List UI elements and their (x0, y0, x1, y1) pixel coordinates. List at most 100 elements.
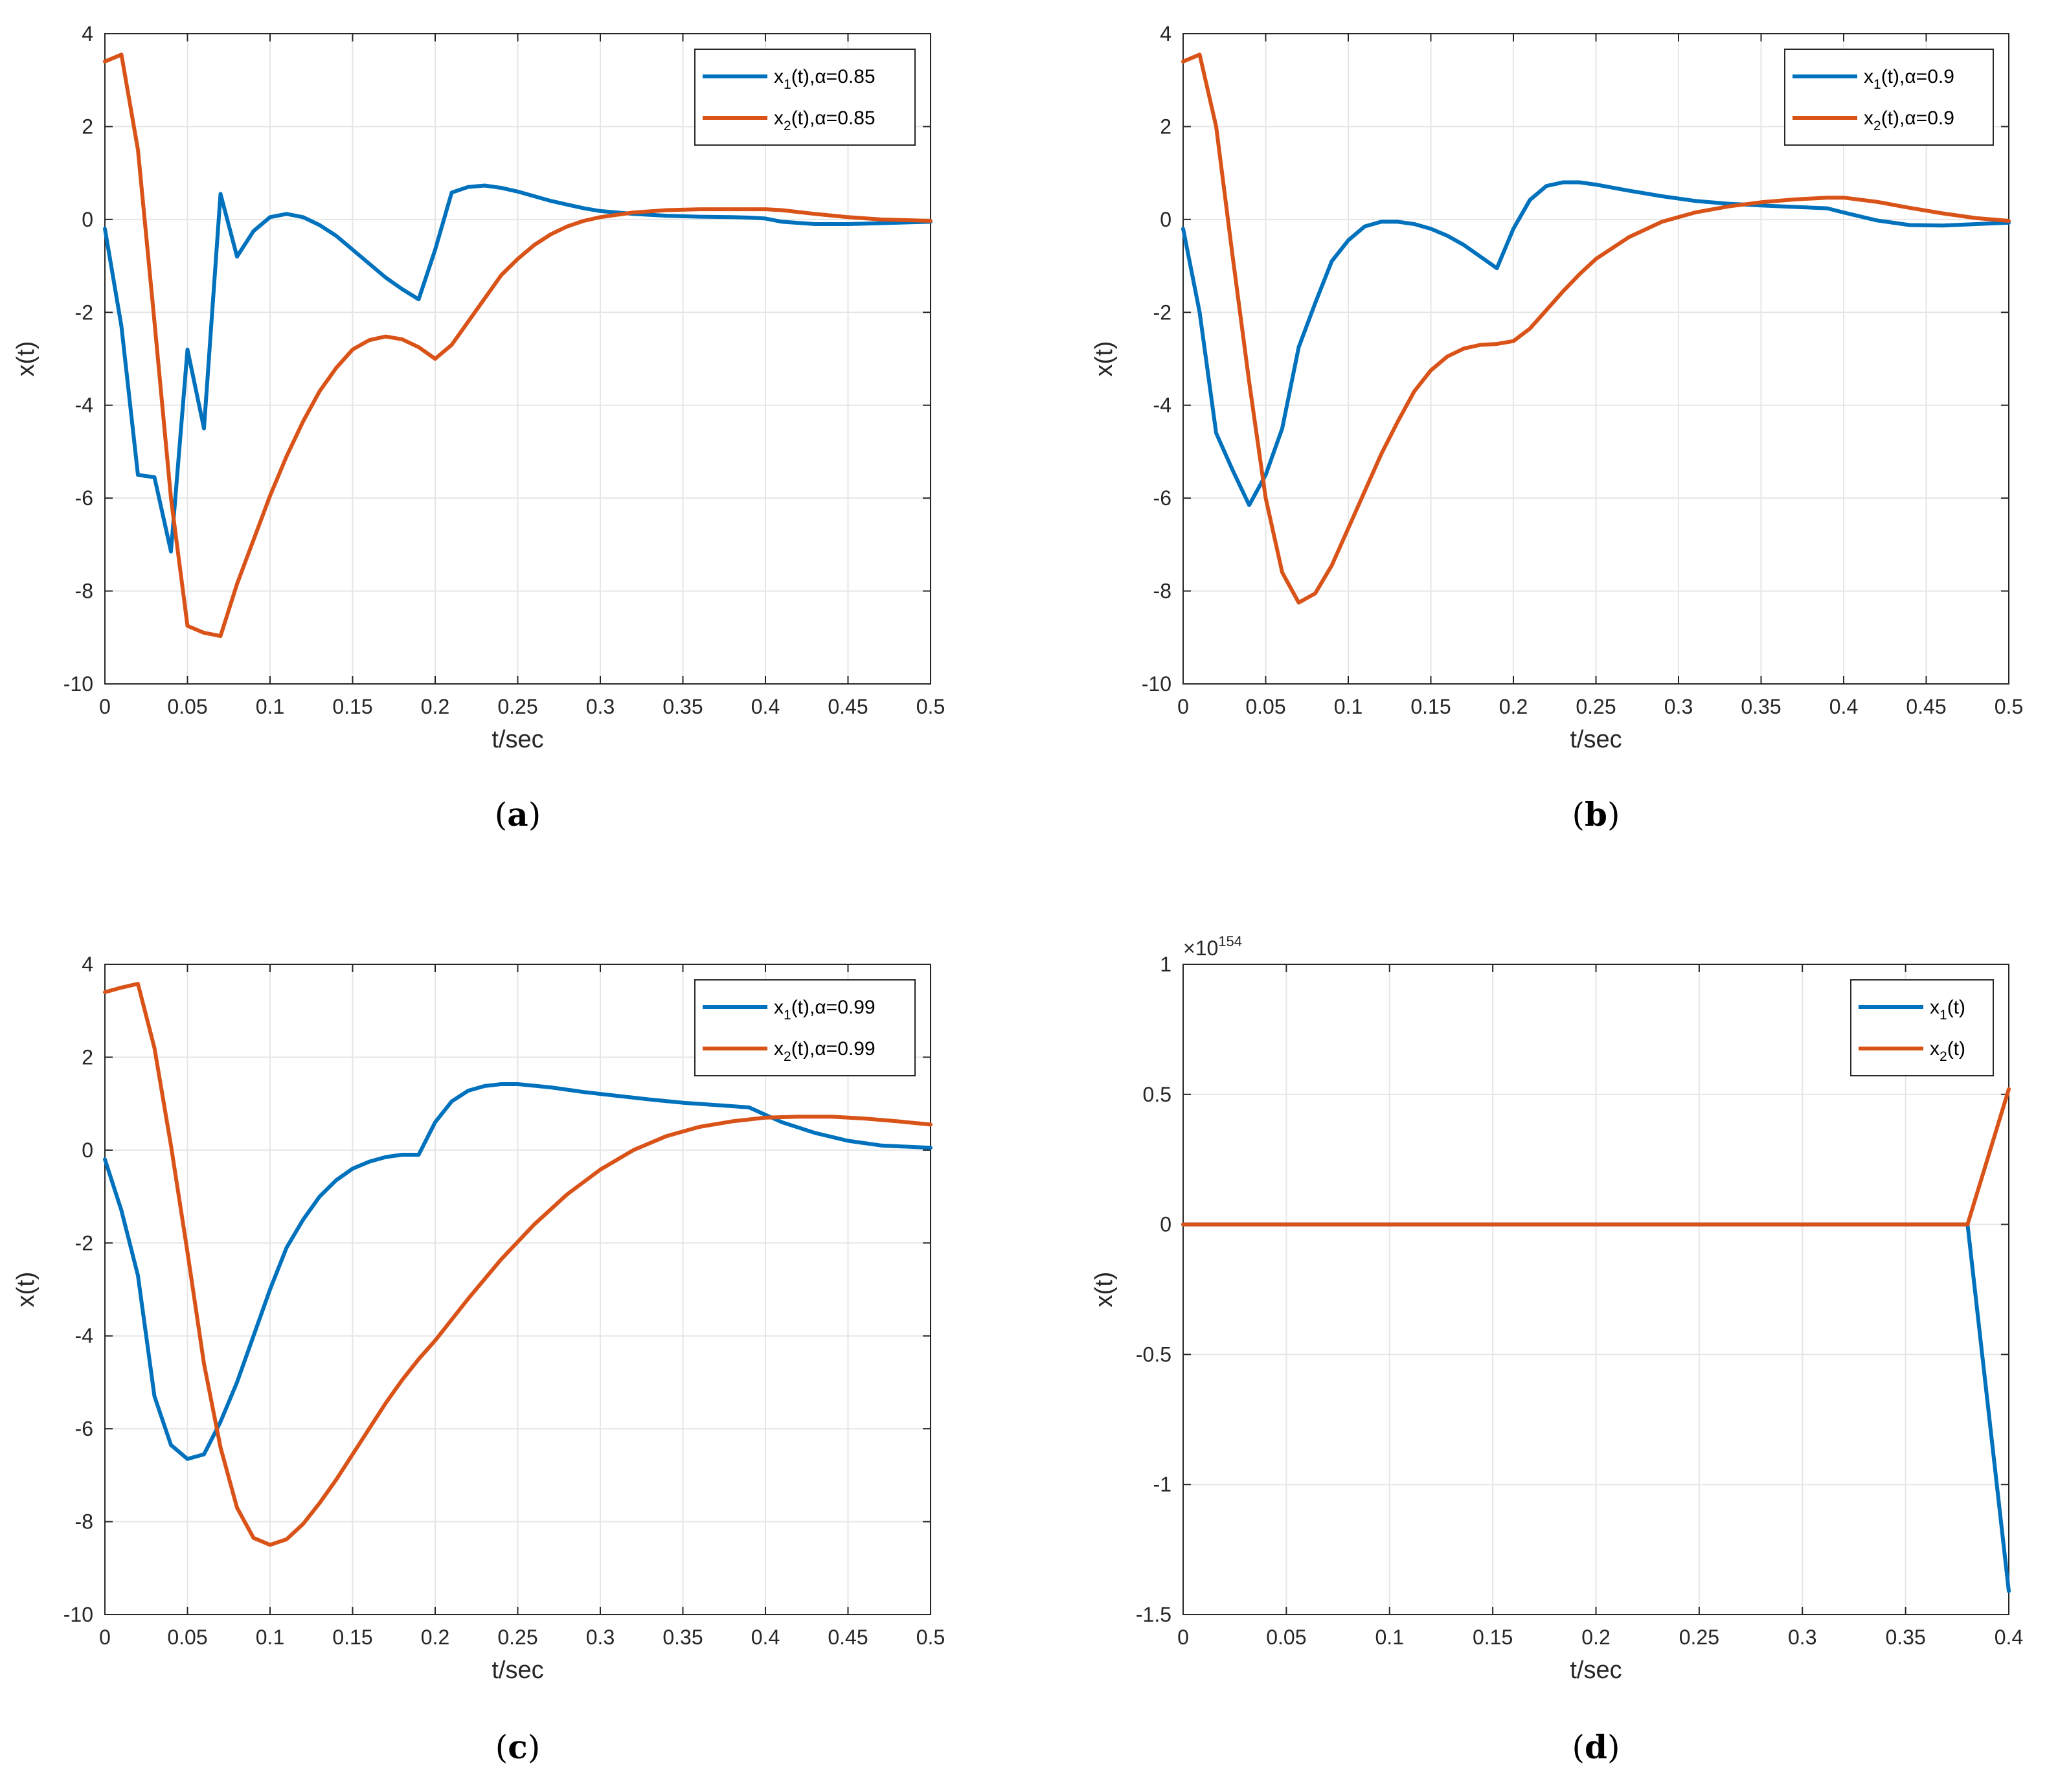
legend-box (1784, 49, 1994, 146)
legend-entry-label: x1(t),α=0.85 (774, 66, 876, 92)
y-tick-label: -2 (1153, 301, 1171, 324)
legend-entry-label: x2(t),α=0.99 (774, 1038, 876, 1064)
x-tick-label: 0.35 (1741, 695, 1781, 718)
axes-box (104, 33, 931, 685)
chart-panel-c: 0 0.05 0.1 0.15 0.2 0.25 0.3 0.35 0.4 0.45 0.5 -10 -… (12, 953, 945, 1766)
x-tick-label: 0.45 (1906, 695, 1946, 718)
y-tick-label: -0.5 (1136, 1343, 1171, 1366)
x-tick-label: 0.05 (167, 695, 207, 718)
y-tick-label: -10 (63, 672, 93, 696)
legend: x1(t),α=0.99 x2(t),α=0.99 (694, 979, 916, 1076)
y-tick-label: -8 (75, 580, 93, 603)
y-tick-label: -4 (75, 394, 93, 417)
y-tick-label: 4 (82, 22, 93, 45)
series-line-x2 (1181, 1087, 2011, 1227)
y-tick-label: -8 (75, 1510, 93, 1534)
x-tick-label: 0 (1177, 1626, 1189, 1649)
x-tick-label: 0.5 (916, 695, 945, 718)
y-tick-label: 4 (82, 953, 93, 976)
y-tick-label: 1 (1160, 953, 1171, 976)
x-axis-label: t/sec (1570, 726, 1622, 753)
legend: x1(t),α=0.85 x2(t),α=0.85 (694, 49, 916, 146)
legend-box (694, 979, 916, 1076)
x-tick-label: 0.4 (751, 1626, 780, 1649)
y-tick-label: -6 (1153, 486, 1171, 510)
x-tick-label: 0.1 (256, 1626, 284, 1649)
legend: x1(t) x2(t) (1850, 979, 1994, 1076)
y-tick-label: 0 (1160, 208, 1171, 231)
x-tick-label: 0.1 (1334, 695, 1363, 718)
x-tick-label: 0.1 (1375, 1626, 1404, 1649)
x-tick-label: 0 (99, 1626, 111, 1649)
x-tick-label: 0.3 (1664, 695, 1693, 718)
y-tick-label: 0.5 (1143, 1083, 1171, 1106)
x-tick-label: 0.35 (662, 695, 703, 718)
panel-caption: (d) (1572, 1728, 1620, 1766)
x-axis-label: t/sec (1570, 1657, 1622, 1684)
panel-caption: (b) (1572, 795, 1620, 834)
x-tick-label: 0.15 (1410, 695, 1451, 718)
x-tick-label: 0 (99, 695, 111, 718)
chart-panel-b: 0 0.05 0.1 0.15 0.2 0.25 0.3 0.35 0.4 0.45 0.5 -10 -… (1091, 22, 2023, 834)
y-tick-label: -10 (63, 1603, 93, 1626)
x-tick-label: 0 (1177, 695, 1189, 718)
x-tick-label: 0.25 (497, 1626, 537, 1649)
x-tick-label: 0.3 (586, 1626, 615, 1649)
x-tick-label: 0.5 (1995, 695, 2023, 718)
y-tick-label: -4 (1153, 394, 1171, 417)
x-tick-label: 0.05 (1266, 1626, 1306, 1649)
y-axis-label: x(t) (12, 341, 40, 377)
y-tick-label: 4 (1160, 22, 1171, 45)
x-tick-label: 0.4 (1995, 1626, 2023, 1649)
y-axis-label: x(t) (1091, 1272, 1118, 1308)
y-tick-label: 2 (82, 1045, 93, 1069)
x-tick-label: 0.4 (1829, 695, 1858, 718)
legend-entry-label: x1(t),α=0.99 (774, 997, 876, 1023)
y-tick-label: -10 (1142, 672, 1171, 696)
x-tick-label: 0.4 (751, 695, 780, 718)
legend-entry-label: x2(t) (1930, 1038, 1965, 1064)
x-axis-label: t/sec (492, 1657, 543, 1684)
chart-panel-a: 0 0.05 0.1 0.15 0.2 0.25 0.3 0.35 0.4 0.45 0.5 -10 -… (12, 22, 945, 834)
x-tick-label: 0.25 (497, 695, 537, 718)
x-tick-label: 0.05 (1245, 695, 1285, 718)
panel-caption: (c) (495, 1728, 540, 1766)
legend: x1(t),α=0.9 x2(t),α=0.9 (1784, 49, 1994, 146)
y-tick-label: -6 (75, 486, 93, 510)
x-tick-label: 0.2 (421, 695, 449, 718)
y-tick-label: -2 (75, 301, 93, 324)
y-tick-label: -1.5 (1136, 1603, 1171, 1626)
y-tick-label: -4 (75, 1324, 93, 1348)
y-axis-label: x(t) (1091, 341, 1118, 377)
chart-panel-d: 0 0.05 0.1 0.15 0.2 0.25 0.3 0.35 0.4 -1.5 -1 -0.5 0… (1091, 933, 2023, 1766)
legend-entry-label: x1(t) (1930, 997, 1965, 1023)
x-tick-label: 0.3 (1788, 1626, 1816, 1649)
legend-box (694, 49, 916, 146)
x-tick-label: 0.15 (1473, 1626, 1513, 1649)
y-scale-exponent-label: ×10154 (1183, 933, 1242, 960)
axes-box (1182, 964, 2009, 1615)
series-line-x1 (1181, 180, 2011, 507)
y-tick-label: -1 (1153, 1473, 1171, 1496)
y-tick-label: 2 (1160, 115, 1171, 138)
series-line-x2 (103, 982, 933, 1547)
x-tick-label: 0.2 (1499, 695, 1528, 718)
legend-entry-label: x2(t),α=0.9 (1864, 108, 1954, 133)
panel-caption: (a) (495, 795, 541, 834)
axes-box (104, 964, 931, 1615)
series-line-x2 (103, 52, 933, 639)
x-tick-label: 0.25 (1679, 1626, 1719, 1649)
y-tick-label: 0 (82, 1139, 93, 1162)
x-tick-label: 0.2 (421, 1626, 449, 1649)
x-tick-label: 0.25 (1576, 695, 1616, 718)
axes-box (1182, 33, 2009, 685)
x-tick-label: 0.15 (332, 1626, 372, 1649)
y-tick-label: 0 (1160, 1213, 1171, 1236)
series-line-x1 (103, 183, 933, 554)
series-line-x2 (1181, 52, 2011, 605)
y-tick-label: 2 (82, 115, 93, 138)
x-tick-label: 0.3 (586, 695, 615, 718)
y-tick-label: 0 (82, 208, 93, 231)
